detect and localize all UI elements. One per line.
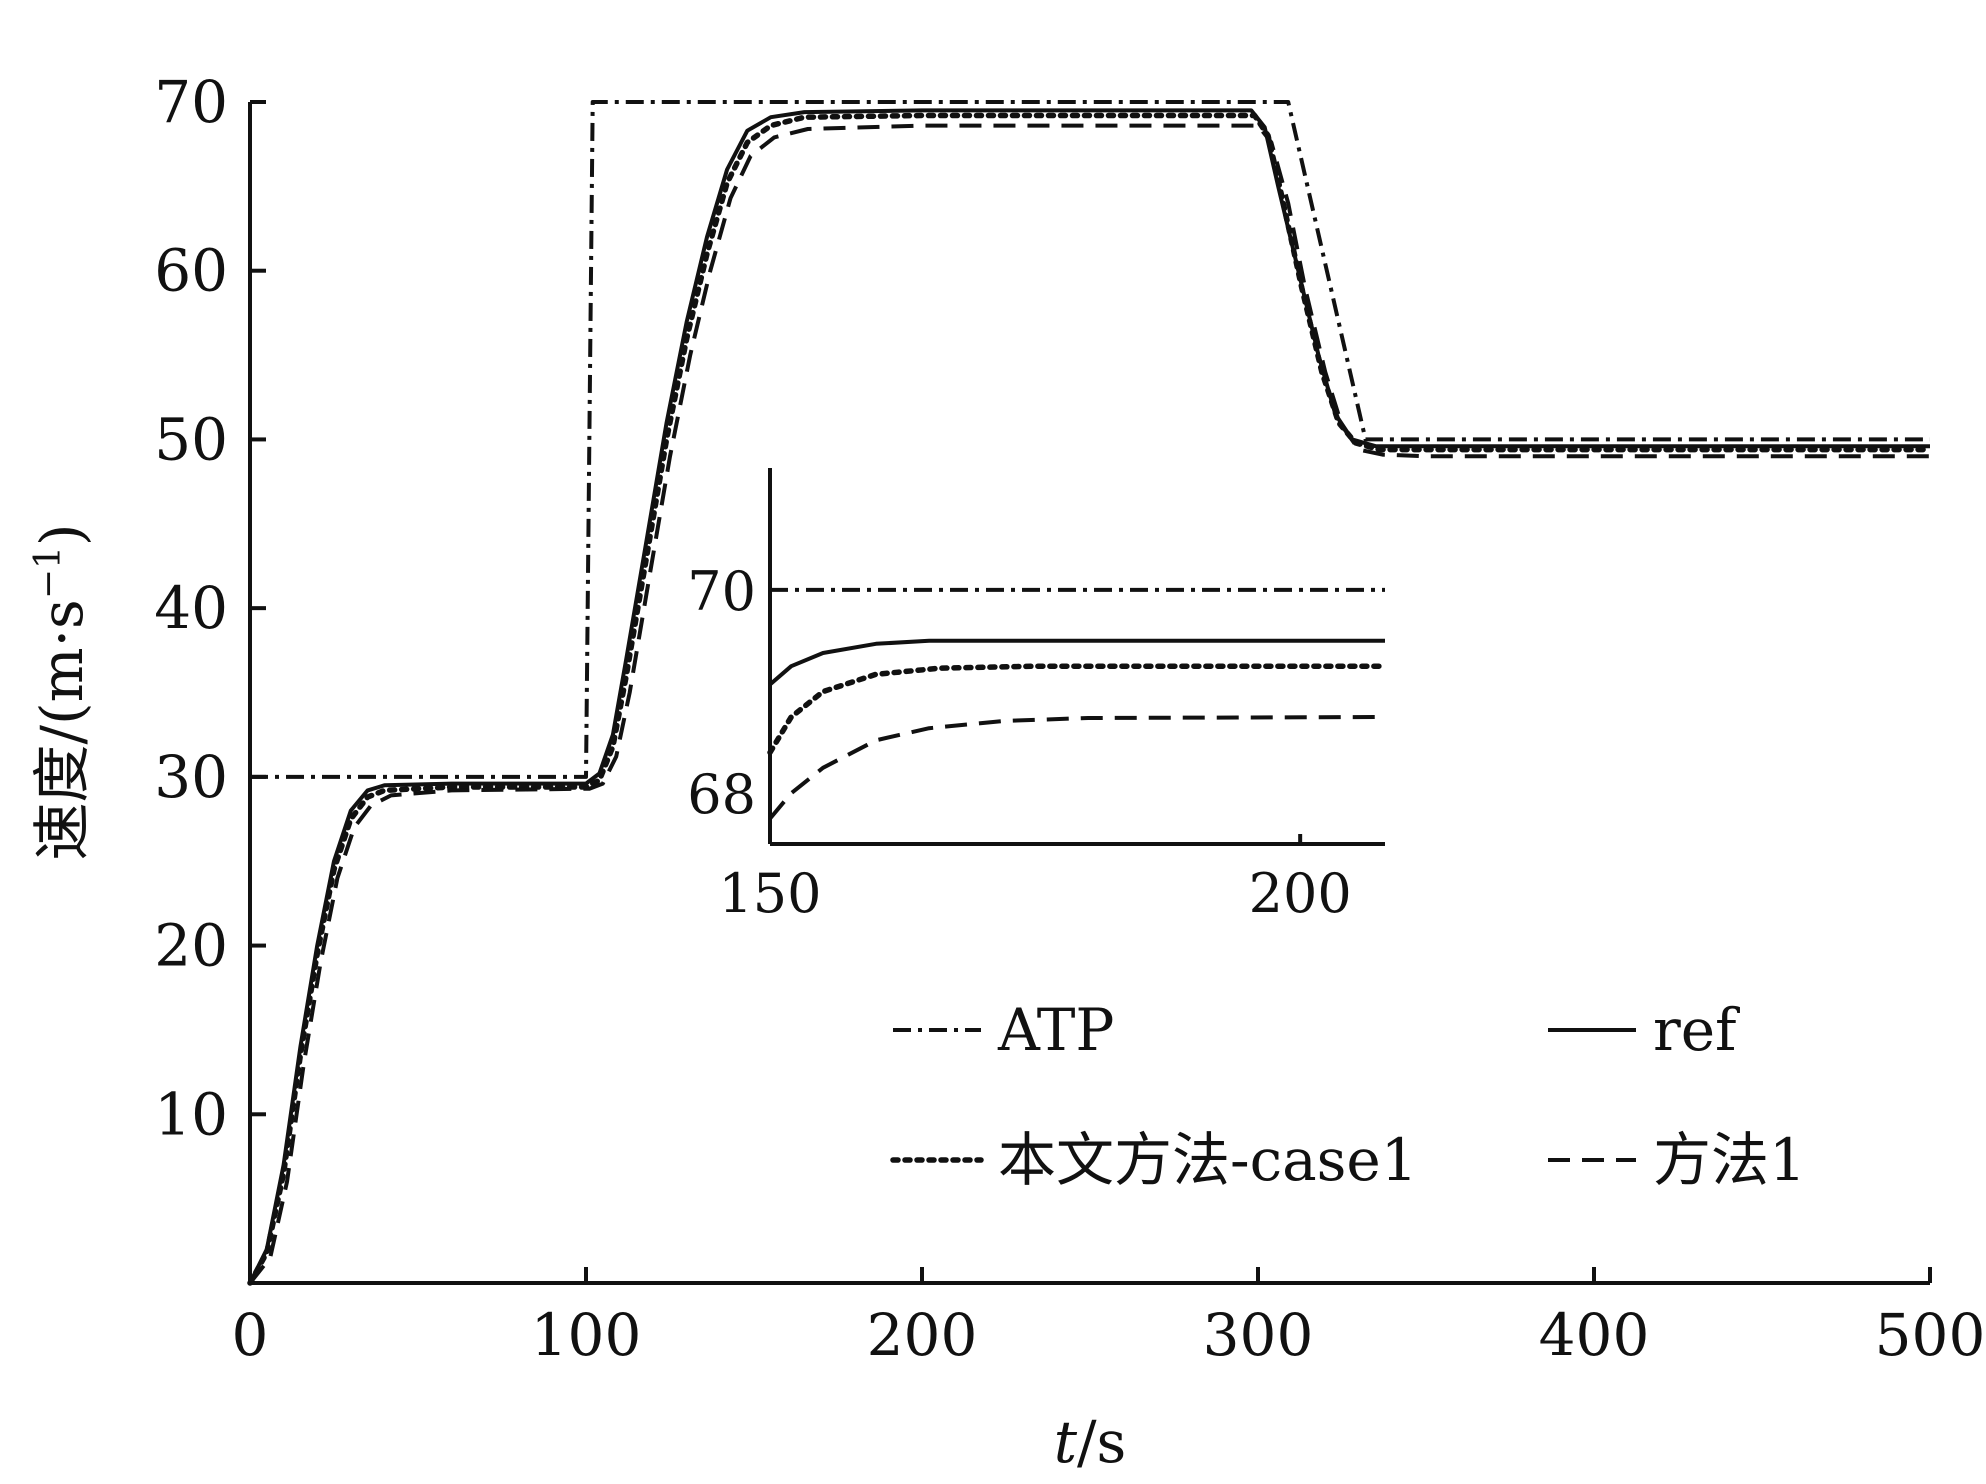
y-tick-label-10: 10 — [154, 1080, 228, 1148]
main-plot: 0 100 200 300 400 500 10 20 30 40 50 60 70 — [154, 68, 1985, 1369]
legend: ATP ref 本文方法-case1 方法1 — [890, 996, 1806, 1194]
inset-y-tick-label-68: 68 — [687, 763, 756, 826]
y-ticks: 10 20 30 40 50 60 70 — [154, 68, 266, 1148]
x-tick-label-0: 0 — [232, 1301, 269, 1369]
x-axis-title-italic: t — [1054, 1408, 1078, 1476]
inset-x-tick-label-200: 200 — [1249, 862, 1352, 925]
x-ticks: 0 100 200 300 400 500 — [232, 1267, 1986, 1369]
inset-series-line-1 — [768, 715, 1386, 820]
series-line-case1 — [247, 112, 1933, 1286]
inset-x-ticks: 150 200 — [718, 834, 1352, 925]
inset-series-line-case1 — [767, 663, 1388, 756]
y-axis-title-close: ) — [28, 523, 96, 546]
legend-label-case1: 本文方法-case1 — [998, 1126, 1418, 1194]
inset-x-tick-label-150: 150 — [718, 862, 821, 925]
y-tick-label-70: 70 — [154, 68, 228, 136]
inset-series — [767, 587, 1388, 820]
legend-label-1: 方法1 — [1653, 1126, 1806, 1194]
y-axis-title-main: 速度/(m·s — [28, 599, 96, 860]
x-tick-label-500: 500 — [1875, 1301, 1986, 1369]
inset-background — [770, 468, 1388, 844]
y-tick-label-40: 40 — [154, 574, 228, 642]
x-tick-label-100: 100 — [531, 1301, 642, 1369]
y-tick-label-50: 50 — [154, 405, 228, 473]
y-axis-title: 速度/(m·s−1) — [28, 523, 96, 860]
inset-y-tick-label-70: 70 — [687, 560, 756, 623]
y-tick-label-20: 20 — [154, 912, 228, 980]
inset-series-line-ref — [768, 638, 1385, 687]
y-tick-label-60: 60 — [154, 237, 228, 305]
legend-label-ref: ref — [1653, 996, 1740, 1064]
series-line-atp — [250, 100, 1930, 779]
legend-label-atp: ATP — [997, 996, 1114, 1064]
main-series — [247, 100, 1933, 1286]
x-tick-label-200: 200 — [867, 1301, 978, 1369]
y-axis-title-sup: −1 — [28, 546, 69, 599]
x-tick-label-400: 400 — [1539, 1301, 1650, 1369]
x-axis-title-unit: /s — [1077, 1408, 1126, 1476]
x-tick-label-300: 300 — [1203, 1301, 1314, 1369]
y-tick-label-30: 30 — [154, 743, 228, 811]
x-axis-title: t/s — [1054, 1408, 1127, 1476]
inset-y-ticks: 68 70 — [687, 560, 756, 826]
inset-plot: 150 200 68 70 — [687, 468, 1388, 925]
series-line-1 — [248, 123, 1930, 1285]
